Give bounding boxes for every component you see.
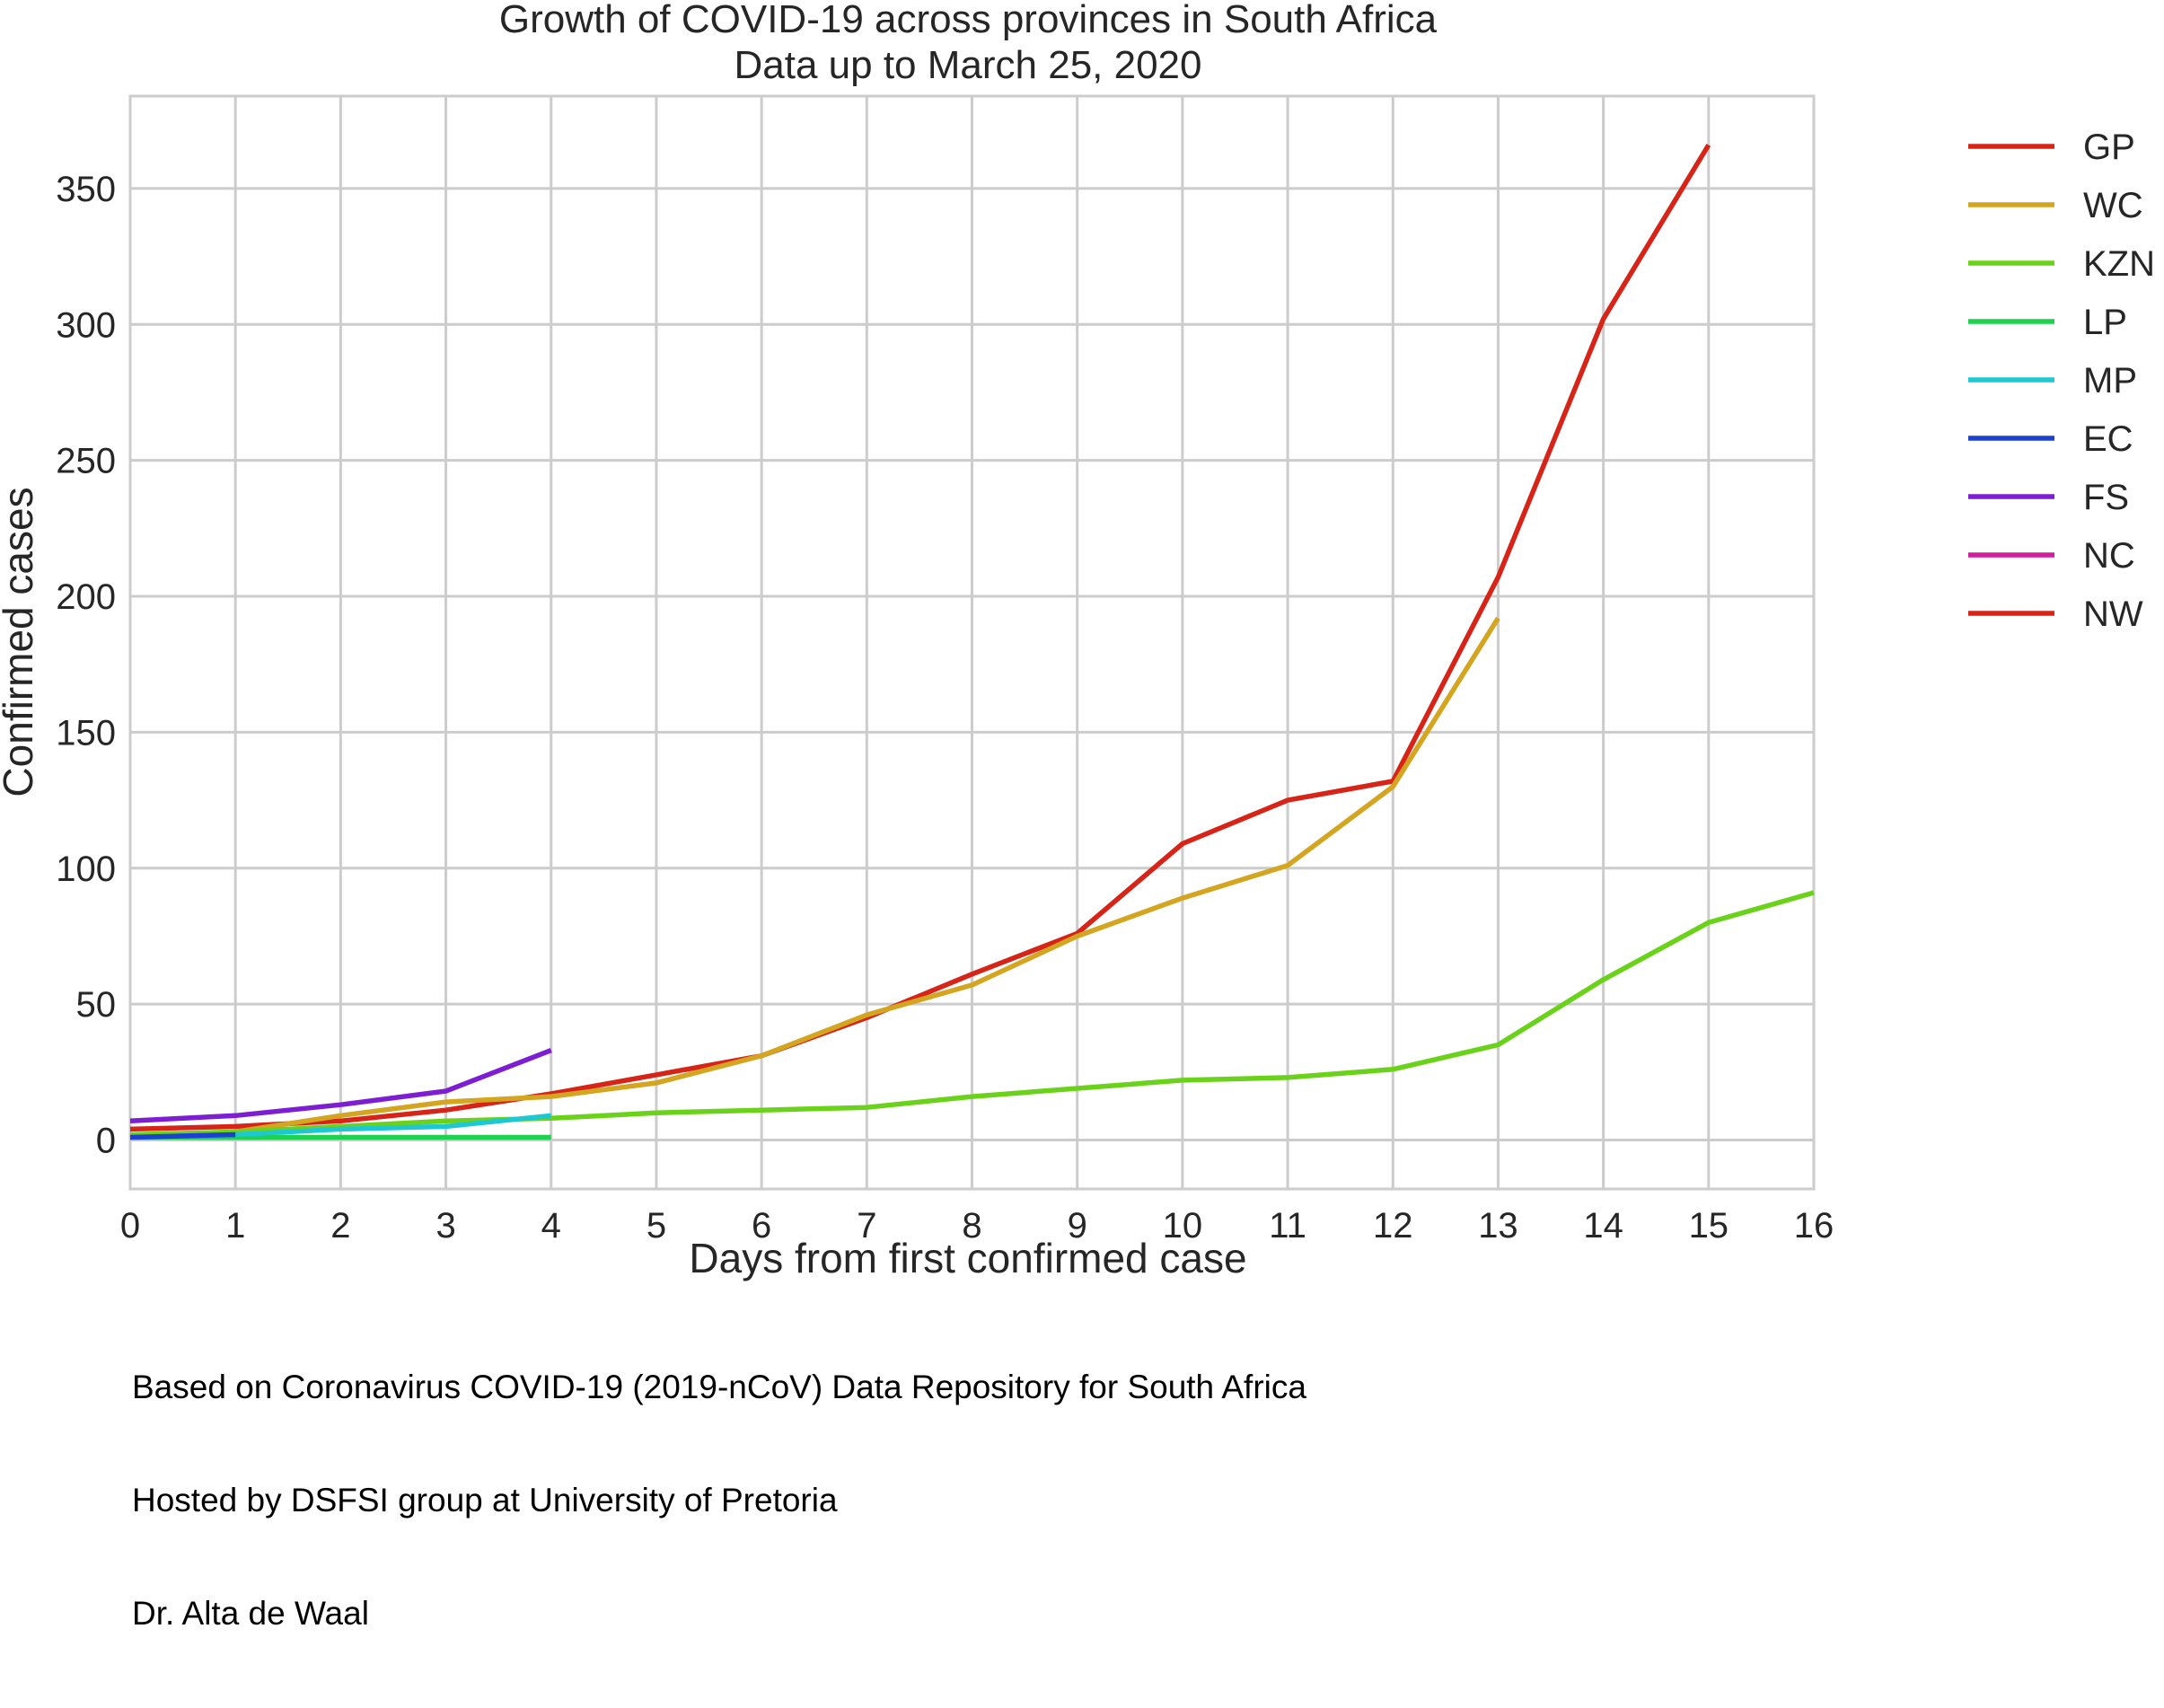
legend-label-kzn: KZN bbox=[2083, 244, 2155, 284]
chart-title: Growth of COVID-19 across provinces in S… bbox=[499, 0, 1438, 41]
x-tick-label: 12 bbox=[1373, 1206, 1413, 1246]
x-tick-label: 8 bbox=[962, 1206, 981, 1246]
footer: Based on Coronavirus COVID-19 (2019-nCoV… bbox=[132, 1293, 1306, 1708]
x-tick-label: 0 bbox=[120, 1206, 140, 1246]
footer-host: Hosted by DSFSI group at University of P… bbox=[132, 1482, 838, 1519]
chart-svg: Growth of COVID-19 across provinces in S… bbox=[0, 0, 2155, 1281]
y-axis-label: Confirmed cases bbox=[0, 487, 41, 797]
x-tick-label: 3 bbox=[435, 1206, 455, 1246]
x-tick-label: 4 bbox=[541, 1206, 561, 1246]
y-tick-label: 50 bbox=[76, 985, 117, 1025]
y-tick-labels: 0 50 100 150 200 250 300 350 bbox=[56, 170, 116, 1161]
series-line-kzn bbox=[129, 890, 1815, 1138]
legend-label-gp: GP bbox=[2083, 128, 2135, 167]
y-tick-label: 250 bbox=[56, 442, 116, 481]
x-tick-label: 11 bbox=[1269, 1206, 1306, 1246]
x-tick-label: 6 bbox=[752, 1206, 771, 1246]
x-tick-label: 13 bbox=[1478, 1206, 1518, 1246]
legend-label-fs: FS bbox=[2083, 478, 2129, 517]
y-tick-label: 100 bbox=[56, 850, 116, 889]
x-tick-label: 5 bbox=[647, 1206, 666, 1246]
x-axis-label: Days from first confirmed case bbox=[689, 1235, 1246, 1281]
legend-label-mp: MP bbox=[2083, 361, 2137, 401]
legend-label-nw: NW bbox=[2083, 594, 2143, 634]
x-tick-label: 14 bbox=[1583, 1206, 1623, 1246]
x-tick-label: 16 bbox=[1794, 1206, 1834, 1246]
legend-label-wc: WC bbox=[2083, 186, 2143, 225]
x-tick-label: 2 bbox=[330, 1206, 350, 1246]
series-line-fs bbox=[129, 1048, 552, 1124]
footer-source: Based on Coronavirus COVID-19 (2019-nCoV… bbox=[132, 1369, 1306, 1405]
y-tick-label: 200 bbox=[56, 577, 116, 617]
series-lines bbox=[129, 144, 1815, 1140]
x-tick-label: 9 bbox=[1068, 1206, 1087, 1246]
x-tick-label: 10 bbox=[1163, 1206, 1203, 1246]
legend: GP WC KZN LP MP EC FS NC NW bbox=[1968, 128, 2155, 634]
series-line-wc bbox=[129, 616, 1500, 1140]
y-tick-label: 350 bbox=[56, 170, 116, 209]
x-tick-label: 15 bbox=[1689, 1206, 1729, 1246]
grid bbox=[128, 96, 1816, 1189]
y-tick-label: 150 bbox=[56, 713, 116, 753]
chart: Growth of COVID-19 across provinces in S… bbox=[0, 0, 2155, 1632]
x-tick-label: 1 bbox=[225, 1206, 245, 1246]
series-line-ec bbox=[129, 1131, 236, 1140]
chart-subtitle: Data up to March 25, 2020 bbox=[735, 43, 1202, 87]
legend-label-ec: EC bbox=[2083, 419, 2133, 459]
y-tick-label: 0 bbox=[96, 1122, 116, 1161]
legend-label-lp: LP bbox=[2083, 303, 2127, 342]
footer-author: Dr. Alta de Waal bbox=[132, 1595, 369, 1632]
x-tick-labels: 0 1 2 3 4 5 6 7 8 9 10 11 12 13 14 15 16 bbox=[120, 1206, 1834, 1246]
y-tick-label: 300 bbox=[56, 305, 116, 345]
series-line-gp bbox=[129, 144, 1711, 1132]
legend-label-nc: NC bbox=[2083, 536, 2135, 576]
x-tick-label: 7 bbox=[857, 1206, 876, 1246]
